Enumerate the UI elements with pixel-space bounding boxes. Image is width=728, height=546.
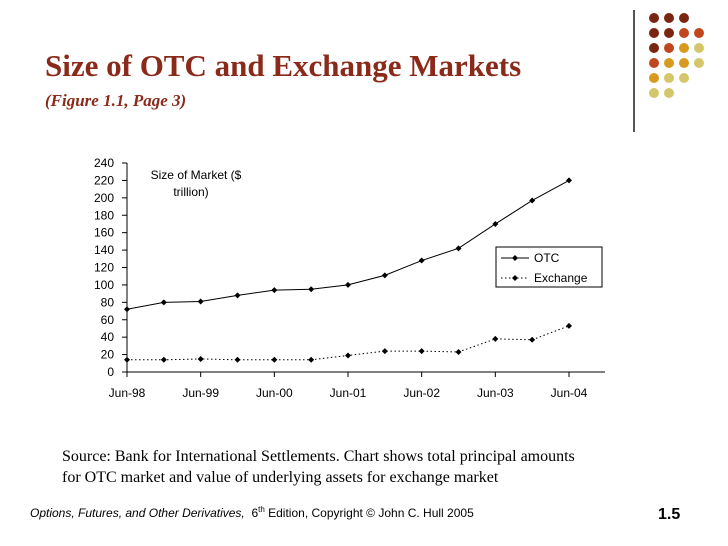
- decorative-divider: [633, 10, 635, 132]
- x-tick-label: Jun-02: [403, 386, 440, 400]
- decor-dot: [694, 28, 704, 38]
- decor-dot: [649, 13, 659, 23]
- source-line-1: Source: Bank for International Settlemen…: [62, 448, 575, 465]
- decor-dot: [694, 58, 704, 68]
- y-tick-label: 20: [101, 348, 115, 362]
- decor-dot: [649, 28, 659, 38]
- y-tick-label: 240: [94, 156, 114, 170]
- data-point-exchange: [160, 356, 167, 363]
- data-point-otc: [197, 298, 204, 305]
- decor-dot: [664, 73, 674, 83]
- page-number: 1.5: [658, 506, 681, 523]
- data-point-otc: [381, 272, 388, 279]
- data-point-exchange: [234, 356, 241, 363]
- y-tick-label: 220: [94, 173, 114, 187]
- series-line-otc: [126, 179, 570, 310]
- data-point-otc: [308, 286, 315, 293]
- legend-otc-marker: [512, 255, 518, 261]
- legend-box: [495, 246, 603, 288]
- chart-annotation-line1: Size of Market ($: [151, 168, 242, 182]
- data-point-otc: [160, 299, 167, 306]
- data-point-exchange: [124, 356, 130, 363]
- decor-dot: [649, 88, 659, 98]
- decor-dot: [664, 28, 674, 38]
- chart-legend: OTC Exchange: [495, 246, 603, 288]
- decor-dot: [649, 73, 659, 83]
- y-tick-label: 180: [94, 208, 114, 222]
- decor-dot: [679, 43, 689, 53]
- data-point-otc: [345, 281, 351, 288]
- decor-dot: [664, 58, 674, 68]
- data-point-otc: [529, 197, 536, 204]
- data-point-exchange: [418, 348, 425, 355]
- y-tick-label: 120: [94, 261, 114, 275]
- data-point-exchange: [566, 322, 572, 329]
- decor-dot: [664, 88, 674, 98]
- footer-book-title: Options, Futures, and Other Derivatives,: [30, 506, 245, 520]
- legend-otc-label: OTC: [534, 251, 560, 265]
- footer-copyright: Options, Futures, and Other Derivatives,…: [30, 505, 474, 520]
- y-tick-label: 60: [101, 313, 115, 327]
- y-tick-label: 40: [101, 330, 115, 344]
- data-point-exchange: [529, 336, 536, 343]
- y-tick-label: 0: [107, 365, 114, 379]
- y-tick-label: 100: [94, 278, 114, 292]
- chart-axes: 0 20 40 60 80 100 120 140 160 180 200 220 240 Jun-98 J…: [94, 156, 605, 400]
- x-tick-label: Jun-04: [551, 386, 588, 400]
- data-point-otc: [418, 257, 425, 264]
- legend-exchange-marker: [512, 275, 518, 281]
- slide-title: Size of OTC and Exchange Markets: [45, 48, 522, 83]
- decor-dot: [679, 73, 689, 83]
- footer-edition-number: 6: [251, 506, 259, 520]
- footer-edition-suffix: th: [258, 505, 265, 514]
- data-point-otc: [492, 220, 499, 227]
- footer-copyright-text: Edition, Copyright © John C. Hull 2005: [264, 506, 474, 520]
- data-point-otc: [234, 292, 241, 299]
- data-point-otc: [455, 245, 462, 252]
- data-point-exchange: [381, 348, 388, 355]
- source-line-2: for OTC market and value of underlying a…: [62, 469, 499, 486]
- y-tick-label: 200: [94, 191, 114, 205]
- data-point-otc: [271, 287, 278, 294]
- decor-dot: [649, 43, 659, 53]
- data-point-exchange: [197, 355, 204, 362]
- data-point-exchange: [271, 356, 278, 363]
- data-point-exchange: [455, 348, 462, 355]
- chart-series: [124, 177, 572, 363]
- x-tick-label: Jun-01: [330, 386, 367, 400]
- decor-dot: [679, 13, 689, 23]
- chart-annotation-line2: trillion): [173, 185, 208, 199]
- data-point-otc: [566, 177, 572, 184]
- decor-dot: [664, 43, 674, 53]
- decor-dot: [649, 58, 659, 68]
- legend-exchange-label: Exchange: [534, 271, 588, 285]
- y-tick-label: 160: [94, 226, 114, 240]
- decor-dot: [664, 13, 674, 23]
- decor-dot: [679, 28, 689, 38]
- x-tick-label: Jun-03: [477, 386, 514, 400]
- data-point-exchange: [492, 335, 499, 342]
- decor-dot: [694, 43, 704, 53]
- decorative-dot-grid: [649, 13, 704, 98]
- x-tick-label: Jun-98: [109, 386, 146, 400]
- data-point-otc: [124, 306, 130, 313]
- x-tick-label: Jun-00: [256, 386, 293, 400]
- slide-subtitle: (Figure 1.1, Page 3): [45, 91, 187, 110]
- x-tick-label: Jun-99: [182, 386, 219, 400]
- y-tick-label: 80: [101, 295, 115, 309]
- decor-dot: [679, 58, 689, 68]
- source-note: Source: Bank for International Settlemen…: [62, 446, 662, 488]
- market-size-chart: 0 20 40 60 80 100 120 140 160 180 200 220 240 Jun-98 J…: [94, 156, 605, 400]
- data-point-exchange: [345, 352, 351, 359]
- data-point-exchange: [308, 356, 315, 363]
- y-tick-label: 140: [94, 243, 114, 257]
